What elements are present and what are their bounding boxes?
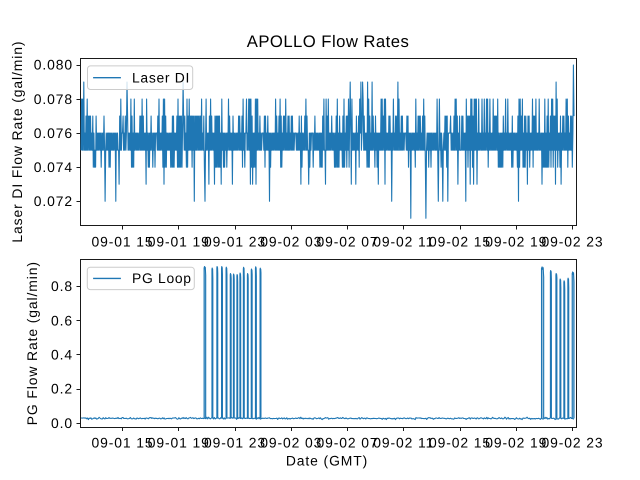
svg-text:09-02 19: 09-02 19 xyxy=(485,435,547,451)
svg-text:Laser DI Flow Rate (gal/min): Laser DI Flow Rate (gal/min) xyxy=(9,41,25,243)
svg-text:09-02 11: 09-02 11 xyxy=(373,435,434,451)
svg-text:0.074: 0.074 xyxy=(34,159,73,175)
svg-text:09-02 03: 09-02 03 xyxy=(260,435,322,451)
svg-text:0.2: 0.2 xyxy=(51,381,73,397)
svg-text:0.080: 0.080 xyxy=(34,57,73,73)
svg-text:0.8: 0.8 xyxy=(51,278,73,294)
svg-text:09-02 07: 09-02 07 xyxy=(316,234,378,250)
svg-text:09-02 15: 09-02 15 xyxy=(429,234,491,250)
svg-text:0.0: 0.0 xyxy=(51,415,73,431)
svg-text:APOLLO Flow Rates: APOLLO Flow Rates xyxy=(247,32,410,51)
svg-text:09-01 23: 09-01 23 xyxy=(204,234,266,250)
svg-text:PG Loop: PG Loop xyxy=(132,270,192,286)
svg-text:0.072: 0.072 xyxy=(34,193,73,209)
svg-text:0.076: 0.076 xyxy=(34,125,73,141)
svg-text:PG Flow Rate (gal/min): PG Flow Rate (gal/min) xyxy=(24,261,40,425)
svg-text:09-02 23: 09-02 23 xyxy=(541,435,603,451)
svg-text:0.6: 0.6 xyxy=(51,312,73,328)
svg-text:09-01 15: 09-01 15 xyxy=(91,234,153,250)
svg-text:Laser DI: Laser DI xyxy=(132,69,190,85)
svg-text:09-01 15: 09-01 15 xyxy=(91,435,153,451)
svg-text:09-01 19: 09-01 19 xyxy=(148,234,210,250)
svg-text:09-02 19: 09-02 19 xyxy=(485,234,547,250)
svg-text:09-01 19: 09-01 19 xyxy=(148,435,210,451)
svg-text:09-02 23: 09-02 23 xyxy=(541,234,603,250)
svg-text:09-02 15: 09-02 15 xyxy=(429,435,491,451)
svg-text:09-02 03: 09-02 03 xyxy=(260,234,322,250)
svg-text:Date (GMT): Date (GMT) xyxy=(286,453,368,469)
svg-text:09-02 07: 09-02 07 xyxy=(316,435,378,451)
svg-text:09-02 11: 09-02 11 xyxy=(373,234,434,250)
svg-text:0.4: 0.4 xyxy=(51,347,73,363)
svg-text:0.078: 0.078 xyxy=(34,91,73,107)
svg-text:09-01 23: 09-01 23 xyxy=(204,435,266,451)
